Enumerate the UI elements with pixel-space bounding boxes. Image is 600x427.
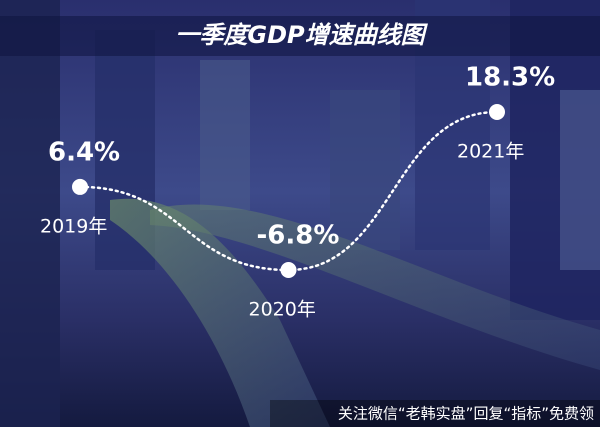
x-tick-label: 2021年 (457, 141, 524, 163)
point (280, 262, 297, 278)
point (489, 104, 505, 120)
x-tick-label: 2019年 (40, 215, 107, 237)
value-label: -6.8% (257, 221, 340, 251)
point (72, 178, 88, 195)
value-label: 18.3% (465, 63, 555, 93)
chart-title: 一季度GDP增速曲线图 (175, 21, 428, 49)
value-label: 6.4% (48, 137, 120, 167)
watermark-box (270, 400, 600, 427)
x-tick-label: 2020年 (249, 299, 316, 321)
watermark: 关注微信“老韩实盘”回复“指标”免费领 (338, 405, 594, 423)
